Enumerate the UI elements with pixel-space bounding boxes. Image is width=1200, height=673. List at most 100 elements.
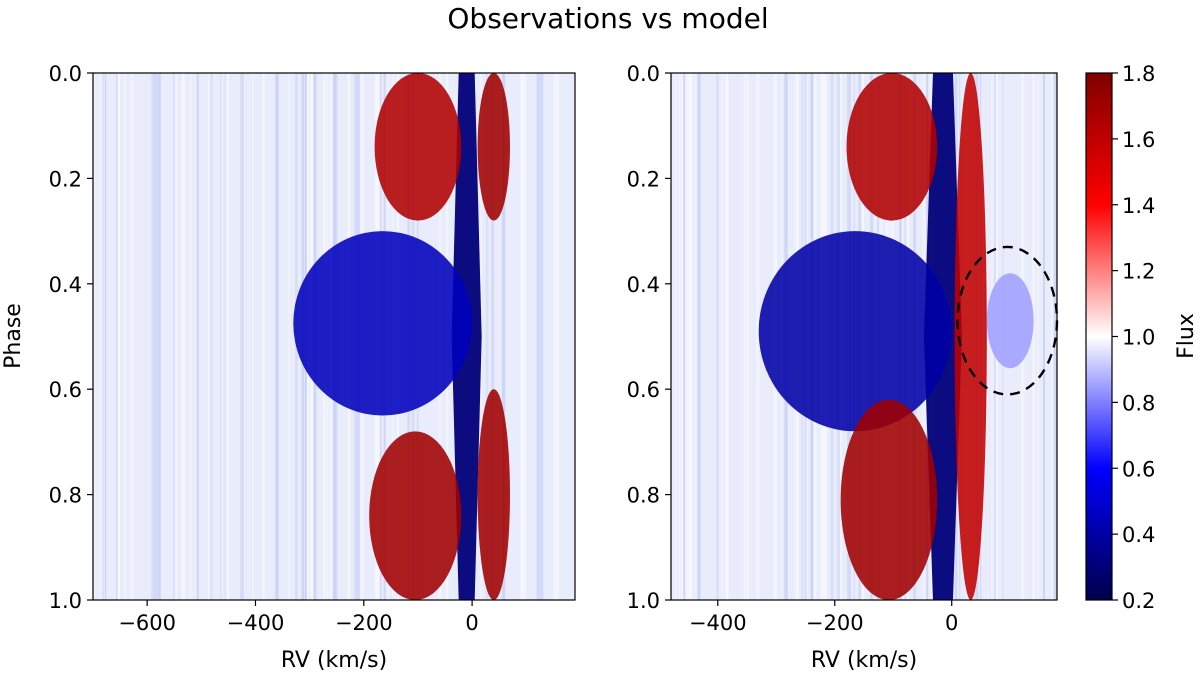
x-tick-label: 0	[945, 611, 958, 635]
noise-streak	[262, 73, 265, 600]
noise-streak	[755, 73, 760, 600]
x-tick-label: −200	[806, 611, 864, 635]
axis-ticks: −600 −400 −200 0 0.0 0.2 0.4 0.6 0.8 1.0	[49, 62, 479, 635]
noise-streak	[746, 73, 749, 600]
noise-streak	[189, 73, 193, 600]
axes-frame	[670, 72, 1058, 601]
heatmap-feature	[477, 73, 510, 221]
noise-streak	[690, 73, 693, 600]
heatmap-feature	[477, 389, 510, 600]
colorbar-tick-label: 0.4	[1122, 523, 1155, 547]
heatmap-feature	[840, 399, 938, 600]
x-tick-label: −400	[227, 611, 285, 635]
noise-streak	[196, 73, 199, 600]
dashed-ellipse-annotation	[956, 245, 1059, 396]
noise-streak	[153, 73, 157, 600]
noise-streak	[692, 73, 694, 600]
noise-streak	[117, 73, 120, 600]
noise-streak	[252, 73, 254, 600]
noise-streak	[556, 73, 560, 600]
noise-streak	[208, 73, 212, 600]
heatmap-feature	[758, 231, 952, 432]
y-tick-label: 1.0	[627, 589, 660, 613]
noise-streak	[681, 73, 683, 600]
y-tick-label: 1.0	[49, 589, 82, 613]
axes-frame	[92, 72, 576, 601]
noise-streak	[678, 73, 681, 600]
y-tick-label: 0.8	[49, 484, 82, 508]
y-tick-label: 0.0	[627, 62, 660, 86]
colorbar-tick-label: 0.2	[1122, 589, 1155, 613]
y-tick-label: 0.2	[49, 167, 82, 191]
dashed-ellipse	[956, 245, 1059, 396]
noise-streak	[221, 73, 226, 600]
noise-streak	[157, 73, 161, 600]
noise-streak	[102, 73, 105, 600]
colorbar-tick-label: 0.6	[1122, 457, 1155, 481]
noise-streak	[747, 73, 749, 600]
noise-streak	[501, 73, 506, 600]
heatmap-model	[674, 73, 1057, 600]
colorbar-tick-label: 1.2	[1122, 260, 1155, 284]
panel-model: −400 −200 0 0.0 0.2 0.4 0.6 0.8 1.0 RV (km/s)	[627, 62, 1059, 673]
x-tick-label: 0	[465, 611, 478, 635]
noise-streak	[154, 73, 158, 600]
x-tick-label: −600	[118, 611, 176, 635]
noise-streak	[692, 73, 696, 600]
noise-streak	[240, 73, 244, 600]
colorbar-gradient	[1085, 72, 1113, 601]
heatmap-feature	[374, 73, 462, 221]
noise-streak	[725, 73, 729, 600]
noise-streak	[683, 73, 685, 600]
y-tick-label: 0.0	[49, 62, 82, 86]
noise-streak	[491, 73, 495, 600]
noise-streak	[716, 73, 719, 600]
noise-streak	[175, 73, 180, 600]
noise-streak	[275, 73, 279, 600]
colorbar-tick-label: 1.4	[1122, 194, 1155, 218]
x-tick-label: −400	[689, 611, 747, 635]
noise-streak	[553, 73, 556, 600]
noise-streak	[93, 73, 96, 600]
panel-observations: −600 −400 −200 0 0.0 0.2 0.4 0.6 0.8 1.0 RV (km/s…	[1, 62, 576, 673]
y-tick-label: 0.6	[627, 378, 660, 402]
axis-ticks: −400 −200 0 0.0 0.2 0.4 0.6 0.8 1.0	[627, 62, 959, 635]
noise-streak	[210, 73, 213, 600]
colorbar-ticks: 0.2 0.4 0.6 0.8 1.0 1.2 1.4 1.6 1.8	[1112, 62, 1155, 613]
noise-streak	[151, 73, 154, 600]
heatmap-feature	[369, 431, 462, 600]
x-axis-label: RV (km/s)	[811, 648, 917, 673]
noise-streak	[99, 73, 102, 600]
noise-streak	[123, 73, 126, 600]
noise-streak	[722, 73, 724, 600]
noise-streak	[174, 73, 176, 600]
colorbar: 0.2 0.4 0.6 0.8 1.0 1.2 1.4 1.6 1.8 Flux	[1085, 62, 1199, 613]
noise-streak	[1043, 73, 1045, 600]
noise-streak	[687, 73, 692, 600]
heatmap-feature	[954, 73, 987, 600]
noise-streak	[524, 73, 527, 600]
noise-streak	[116, 73, 119, 600]
colorbar-tick-label: 0.8	[1122, 391, 1155, 415]
noise-streak	[536, 73, 540, 600]
y-tick-label: 0.4	[627, 273, 660, 297]
heatmap-observations	[93, 73, 560, 600]
noise-streak	[1053, 73, 1057, 600]
noise-streak	[288, 73, 290, 600]
noise-streak	[742, 73, 746, 600]
y-tick-label: 0.4	[49, 273, 82, 297]
noise-streak	[539, 73, 544, 600]
noise-streak	[104, 73, 107, 600]
colorbar-label: Flux	[1174, 313, 1199, 359]
noise-streak	[1037, 73, 1039, 600]
noise-streak	[173, 73, 175, 600]
x-axis-label: RV (km/s)	[281, 648, 387, 673]
x-tick-label: −200	[335, 611, 393, 635]
figure-title: Observations vs model	[447, 2, 768, 35]
noise-streak	[674, 73, 677, 600]
heatmap-feature	[293, 231, 473, 416]
colorbar-tick-label: 1.8	[1122, 62, 1155, 86]
y-tick-label: 0.8	[627, 484, 660, 508]
noise-streak	[697, 73, 701, 600]
